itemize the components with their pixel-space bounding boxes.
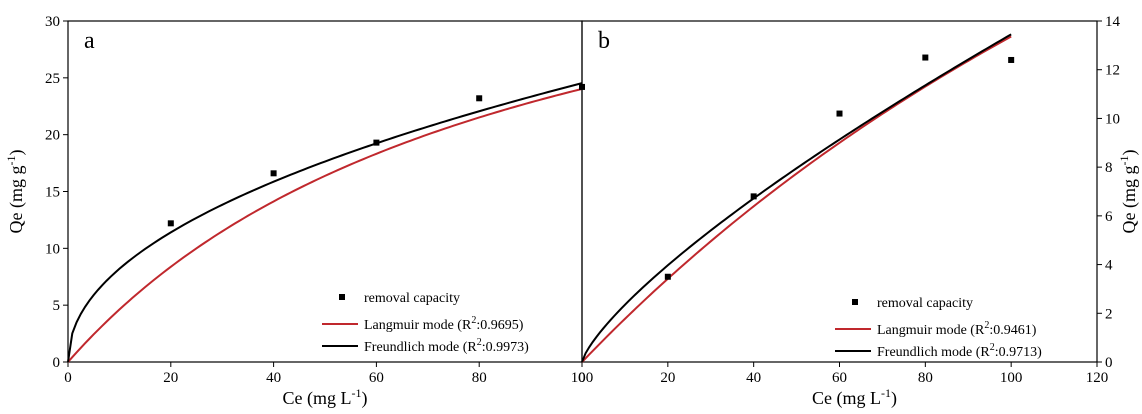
- x-axis-label: Ce (mg L-1): [283, 386, 368, 409]
- y-tick-label: 14: [1105, 14, 1121, 30]
- x-tick-label: 20: [660, 370, 675, 386]
- y-tick-label: 30: [45, 14, 60, 30]
- x-tick-label: 80: [472, 370, 487, 386]
- fit-line-freundlich: [67, 82, 583, 363]
- y-tick-label: 4: [1105, 258, 1113, 274]
- y-tick-label: 0: [1105, 355, 1113, 371]
- legend-marker-points: [852, 299, 858, 305]
- x-tick-label: 60: [832, 370, 847, 386]
- legend-label-points: removal capacity: [364, 291, 460, 306]
- y-axis-label: Qe (mg g-1): [1117, 150, 1140, 234]
- fit-line-langmuir: [581, 35, 1012, 363]
- data-point: [664, 273, 671, 280]
- data-point: [750, 193, 757, 200]
- data-point: [167, 220, 174, 227]
- x-tick-label: 60: [369, 370, 384, 386]
- data-point: [270, 170, 277, 177]
- legend-label-langmuir: Langmuir mode (R2:0.9461): [877, 320, 1037, 338]
- x-axis-label: Ce (mg L-1): [812, 386, 897, 409]
- x-tick-label: 80: [918, 370, 933, 386]
- x-tick-label: 120: [1086, 370, 1109, 386]
- data-point: [476, 95, 483, 102]
- data-point: [1008, 56, 1015, 63]
- y-tick-label: 10: [1105, 111, 1120, 127]
- x-tick-label: 40: [266, 370, 281, 386]
- y-tick-label: 0: [53, 355, 61, 371]
- y-tick-label: 20: [45, 128, 60, 144]
- fit-line-freundlich: [581, 33, 1012, 363]
- data-point: [373, 139, 380, 146]
- x-tick-label: 100: [1000, 370, 1023, 386]
- legend-marker-points: [339, 294, 345, 300]
- y-tick-label: 8: [1105, 160, 1113, 176]
- y-axis-label: Qe (mg g-1): [4, 150, 27, 234]
- legend-label-freundlich: Freundlich mode (R2:0.9973): [364, 337, 529, 355]
- plot-frame-b: [581, 20, 1098, 363]
- plot-frame-a: [67, 20, 583, 363]
- fit-line-langmuir: [67, 87, 583, 363]
- y-tick-label: 15: [45, 185, 60, 201]
- y-tick-label: 2: [1105, 306, 1113, 322]
- data-point: [836, 110, 843, 117]
- x-tick-label: 0: [578, 370, 586, 386]
- y-tick-label: 5: [53, 298, 61, 314]
- x-tick-label: 0: [64, 370, 72, 386]
- panel-label: a: [84, 28, 95, 54]
- x-tick-label: 20: [163, 370, 178, 386]
- x-tick-label: 100: [571, 370, 594, 386]
- y-tick-label: 10: [45, 241, 60, 257]
- panel-label: b: [598, 28, 610, 54]
- y-tick-label: 25: [45, 71, 60, 87]
- legend-label-freundlich: Freundlich mode (R2:0.9713): [877, 342, 1042, 360]
- x-tick-label: 40: [746, 370, 761, 386]
- y-tick-label: 12: [1105, 63, 1120, 79]
- legend: removal capacity Langmuir mode (R2:0.9695…: [322, 291, 529, 355]
- y-tick-label: 6: [1105, 209, 1113, 225]
- legend: removal capacity Langmuir mode (R2:0.9461…: [835, 296, 1042, 360]
- data-point: [922, 54, 929, 61]
- legend-label-langmuir: Langmuir mode (R2:0.9695): [364, 315, 524, 333]
- legend-label-points: removal capacity: [877, 296, 973, 311]
